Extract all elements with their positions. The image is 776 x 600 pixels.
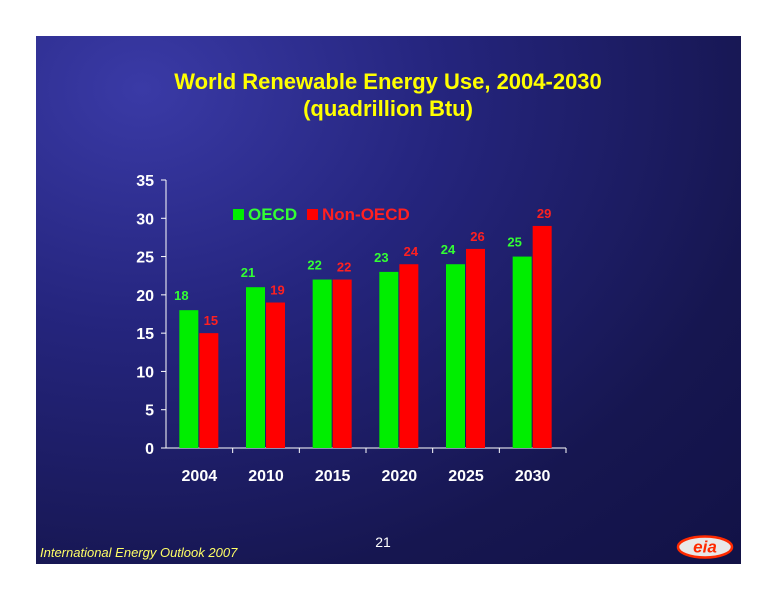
x-tick-label: 2030 bbox=[515, 468, 551, 485]
bar-oecd bbox=[512, 256, 532, 448]
bar-non-oecd bbox=[199, 333, 219, 448]
y-tick-label: 30 bbox=[136, 211, 154, 228]
x-tick-label: 2015 bbox=[315, 468, 351, 485]
data-label-non-oecd: 19 bbox=[270, 283, 284, 298]
legend-non-oecd-label: Non-OECD bbox=[322, 205, 410, 224]
data-label-non-oecd: 29 bbox=[537, 206, 551, 221]
legend-oecd-swatch bbox=[233, 209, 244, 220]
bar-non-oecd bbox=[532, 225, 552, 448]
y-tick-label: 25 bbox=[136, 250, 154, 267]
page-number: 21 bbox=[375, 534, 391, 550]
data-label-oecd: 24 bbox=[441, 242, 456, 257]
data-label-oecd: 25 bbox=[507, 235, 521, 250]
data-label-oecd: 22 bbox=[307, 258, 321, 273]
eia-logo-icon: eia bbox=[676, 535, 734, 559]
footer-source: International Energy Outlook 2007 bbox=[40, 545, 238, 560]
data-label-oecd: 21 bbox=[241, 265, 255, 280]
x-tick-label: 2010 bbox=[248, 468, 284, 485]
bar-non-oecd bbox=[466, 248, 485, 448]
data-label-non-oecd: 15 bbox=[204, 313, 218, 328]
data-label-oecd: 23 bbox=[374, 250, 388, 265]
y-tick-label: 15 bbox=[136, 326, 154, 343]
legend-non-oecd-swatch bbox=[307, 209, 318, 220]
y-tick-label: 0 bbox=[145, 441, 154, 458]
x-tick-label: 2004 bbox=[182, 468, 218, 485]
legend-oecd-label: OECD bbox=[248, 205, 297, 224]
title-line-2: (quadrillion Btu) bbox=[303, 96, 473, 121]
data-label-non-oecd: 24 bbox=[404, 244, 419, 259]
bar-non-oecd bbox=[399, 264, 419, 448]
bar-oecd bbox=[446, 264, 465, 448]
data-label-non-oecd: 22 bbox=[337, 260, 351, 275]
x-tick-label: 2020 bbox=[382, 468, 418, 485]
data-label-non-oecd: 26 bbox=[470, 229, 484, 244]
y-tick-label: 20 bbox=[136, 288, 154, 305]
bar-non-oecd bbox=[266, 302, 285, 448]
bar-oecd bbox=[379, 271, 399, 448]
y-tick-label: 35 bbox=[136, 173, 154, 190]
data-label-oecd: 18 bbox=[174, 288, 188, 303]
y-tick-label: 5 bbox=[145, 403, 154, 420]
chart-title: World Renewable Energy Use, 2004-2030 (q… bbox=[0, 68, 776, 122]
bar-non-oecd bbox=[332, 279, 352, 448]
title-line-1: World Renewable Energy Use, 2004-2030 bbox=[174, 69, 602, 94]
bar-oecd bbox=[179, 310, 199, 448]
bar-oecd bbox=[246, 287, 265, 448]
x-tick-label: 2025 bbox=[448, 468, 484, 485]
y-tick-label: 10 bbox=[136, 364, 154, 381]
bar-oecd bbox=[312, 279, 332, 448]
svg-text:eia: eia bbox=[693, 538, 717, 557]
